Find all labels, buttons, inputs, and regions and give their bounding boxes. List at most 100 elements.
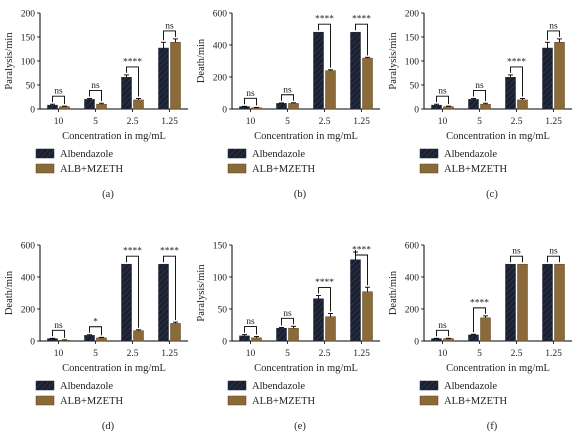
bar-albendazole bbox=[431, 104, 442, 110]
significance-bracket bbox=[163, 255, 176, 321]
y-axis-title: Death/min bbox=[388, 270, 399, 315]
bar-albendazole bbox=[158, 263, 169, 342]
y-axis-title: Paralysis/min bbox=[4, 32, 15, 90]
significance-label: **** bbox=[507, 57, 526, 67]
significance-label: * bbox=[93, 317, 98, 327]
bar-alb-mzeth bbox=[325, 70, 336, 110]
bar-albendazole bbox=[276, 327, 287, 342]
x-axis-title: Concentration in mg/mL bbox=[62, 363, 166, 374]
bar-alb-mzeth bbox=[443, 338, 454, 342]
significance-label: ns bbox=[549, 247, 558, 257]
legend-label-albendazole: Albendazole bbox=[252, 381, 305, 392]
significance-label: ns bbox=[283, 85, 292, 95]
x-tick-label: 1.25 bbox=[353, 117, 370, 127]
bar-alb-mzeth bbox=[288, 327, 299, 342]
bar-alb-mzeth bbox=[170, 42, 181, 110]
legend-label-albendazole: Albendazole bbox=[252, 149, 305, 160]
legend-label-alb-mzeth: ALB+MZETH bbox=[444, 164, 507, 175]
y-tick-label: 150 bbox=[21, 34, 36, 44]
significance-bracket bbox=[89, 89, 102, 102]
bar-alb-mzeth bbox=[517, 263, 528, 342]
y-tick-label: 50 bbox=[26, 82, 36, 92]
significance-bracket bbox=[355, 250, 368, 286]
panel-label: (d) bbox=[102, 421, 115, 432]
significance-bracket bbox=[244, 97, 257, 106]
x-tick-label: 10 bbox=[438, 117, 448, 127]
y-tick-label: 400 bbox=[21, 274, 36, 284]
panel-label: (c) bbox=[486, 189, 498, 200]
bar-alb-mzeth bbox=[554, 263, 565, 342]
bar-albendazole bbox=[313, 298, 324, 342]
significance-label: **** bbox=[352, 246, 371, 256]
x-tick-label: 1.25 bbox=[161, 117, 178, 127]
bar-albendazole bbox=[350, 31, 361, 110]
x-tick-label: 1.25 bbox=[545, 349, 562, 359]
bar-alb-mzeth bbox=[251, 337, 262, 342]
x-tick-label: 5 bbox=[285, 349, 290, 359]
x-tick-label: 5 bbox=[93, 117, 98, 127]
bar-alb-mzeth bbox=[251, 107, 262, 110]
significance-bracket bbox=[244, 326, 257, 335]
significance-bracket bbox=[510, 66, 523, 97]
x-tick-label: 2.5 bbox=[319, 349, 331, 359]
bar-albendazole bbox=[542, 263, 553, 342]
legend-label-alb-mzeth: ALB+MZETH bbox=[444, 396, 507, 407]
x-tick-label: 10 bbox=[246, 349, 256, 359]
significance-bracket bbox=[281, 94, 294, 101]
significance-label: ns bbox=[54, 87, 63, 97]
significance-label: ns bbox=[246, 317, 255, 327]
x-axis-title: Concentration in mg/mL bbox=[62, 131, 166, 142]
significance-label: ns bbox=[283, 309, 292, 319]
significance-bracket bbox=[473, 89, 486, 102]
significance-label: ns bbox=[438, 87, 447, 97]
significance-label: ns bbox=[512, 247, 521, 257]
significance-label: ns bbox=[475, 81, 484, 91]
y-tick-label: 200 bbox=[21, 306, 36, 316]
significance-bracket bbox=[318, 287, 331, 312]
significance-bracket bbox=[318, 23, 331, 68]
bar-alb-mzeth bbox=[96, 103, 107, 110]
y-tick-label: 400 bbox=[213, 42, 228, 52]
chart-panel-5: 0 50 100 150 Paralysis/min 10 ns 5 ns 2.5 **** 1.25… bbox=[196, 242, 380, 432]
legend-swatch-albendazole bbox=[35, 148, 55, 159]
bar-alb-mzeth bbox=[480, 103, 491, 110]
x-tick-label: 5 bbox=[477, 117, 482, 127]
bar-albendazole bbox=[121, 263, 132, 342]
bar-alb-mzeth bbox=[554, 42, 565, 110]
significance-label: **** bbox=[352, 15, 371, 25]
significance-label: **** bbox=[123, 57, 142, 67]
legend-label-albendazole: Albendazole bbox=[60, 381, 113, 392]
legend-label-albendazole: Albendazole bbox=[444, 149, 497, 160]
bar-albendazole bbox=[84, 99, 95, 110]
significance-label: **** bbox=[470, 298, 489, 308]
bar-albendazole bbox=[350, 259, 361, 342]
significance-label: ns bbox=[549, 21, 558, 31]
x-axis-title: Concentration in mg/mL bbox=[446, 363, 550, 374]
y-tick-label: 0 bbox=[414, 338, 419, 348]
y-tick-label: 0 bbox=[30, 106, 35, 116]
x-axis-title: Concentration in mg/mL bbox=[254, 363, 358, 374]
significance-bracket bbox=[436, 95, 449, 105]
chart-panel-1: 0 50 100 150 200 Paralysis/min 10 ns 5 ns 2.5 **** 1… bbox=[4, 10, 188, 200]
bar-alb-mzeth bbox=[362, 57, 373, 110]
bar-albendazole bbox=[313, 31, 324, 110]
y-axis-title: Death/min bbox=[4, 270, 15, 315]
x-tick-label: 2.5 bbox=[511, 349, 523, 359]
y-tick-label: 50 bbox=[410, 82, 420, 92]
bar-alb-mzeth bbox=[133, 99, 144, 110]
y-axis-title: Death/min bbox=[196, 38, 207, 83]
bar-albendazole bbox=[431, 338, 442, 342]
y-tick-label: 400 bbox=[405, 274, 420, 284]
bar-albendazole bbox=[47, 104, 58, 110]
significance-label: **** bbox=[315, 15, 334, 25]
y-tick-label: 600 bbox=[21, 242, 36, 252]
x-axis-title: Concentration in mg/mL bbox=[254, 131, 358, 142]
legend-swatch-alb-mzeth bbox=[35, 395, 55, 406]
y-tick-label: 0 bbox=[414, 106, 419, 116]
significance-label: **** bbox=[160, 247, 179, 257]
x-axis-title: Concentration in mg/mL bbox=[446, 131, 550, 142]
bar-albendazole bbox=[505, 77, 516, 110]
x-tick-label: 10 bbox=[438, 349, 448, 359]
x-tick-label: 1.25 bbox=[161, 349, 178, 359]
y-tick-label: 200 bbox=[405, 306, 420, 316]
